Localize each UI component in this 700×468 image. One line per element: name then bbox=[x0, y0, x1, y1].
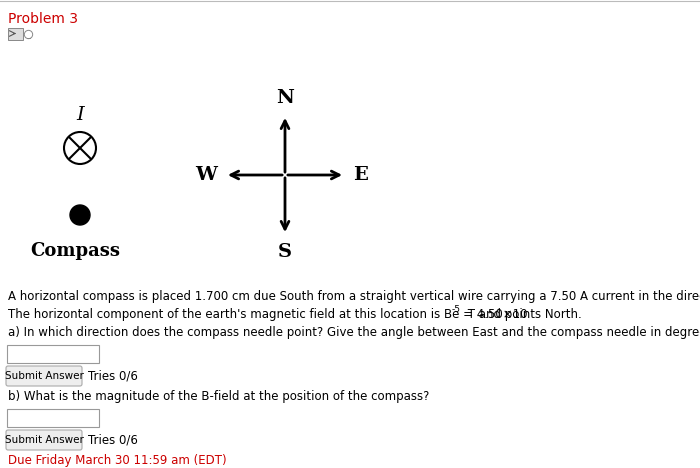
Text: -5: -5 bbox=[452, 305, 461, 314]
Text: N: N bbox=[276, 89, 294, 107]
Text: W: W bbox=[195, 166, 217, 184]
Text: S: S bbox=[278, 243, 292, 261]
FancyBboxPatch shape bbox=[6, 366, 82, 386]
Text: Tries 0/6: Tries 0/6 bbox=[88, 433, 138, 446]
Text: Compass: Compass bbox=[30, 242, 120, 260]
FancyBboxPatch shape bbox=[6, 430, 82, 450]
Text: a) In which direction does the compass needle point? Give the angle between East: a) In which direction does the compass n… bbox=[8, 326, 700, 339]
Text: E: E bbox=[353, 166, 368, 184]
Text: Submit Answer: Submit Answer bbox=[5, 435, 83, 445]
Text: Submit Answer: Submit Answer bbox=[5, 371, 83, 381]
FancyBboxPatch shape bbox=[7, 409, 99, 427]
FancyBboxPatch shape bbox=[8, 28, 22, 39]
Text: A horizontal compass is placed 1.700 cm due South from a straight vertical wire : A horizontal compass is placed 1.700 cm … bbox=[8, 290, 700, 303]
Text: Tries 0/6: Tries 0/6 bbox=[88, 370, 138, 382]
Text: T and points North.: T and points North. bbox=[463, 308, 582, 321]
Text: b) What is the magnitude of the B-field at the position of the compass?: b) What is the magnitude of the B-field … bbox=[8, 390, 429, 403]
Text: Problem 3: Problem 3 bbox=[8, 12, 78, 26]
Text: I: I bbox=[76, 106, 84, 124]
Circle shape bbox=[70, 205, 90, 225]
FancyBboxPatch shape bbox=[7, 345, 99, 363]
Text: The horizontal component of the earth's magnetic field at this location is Be = : The horizontal component of the earth's … bbox=[8, 308, 528, 321]
Text: Due Friday March 30 11:59 am (EDT): Due Friday March 30 11:59 am (EDT) bbox=[8, 454, 227, 467]
